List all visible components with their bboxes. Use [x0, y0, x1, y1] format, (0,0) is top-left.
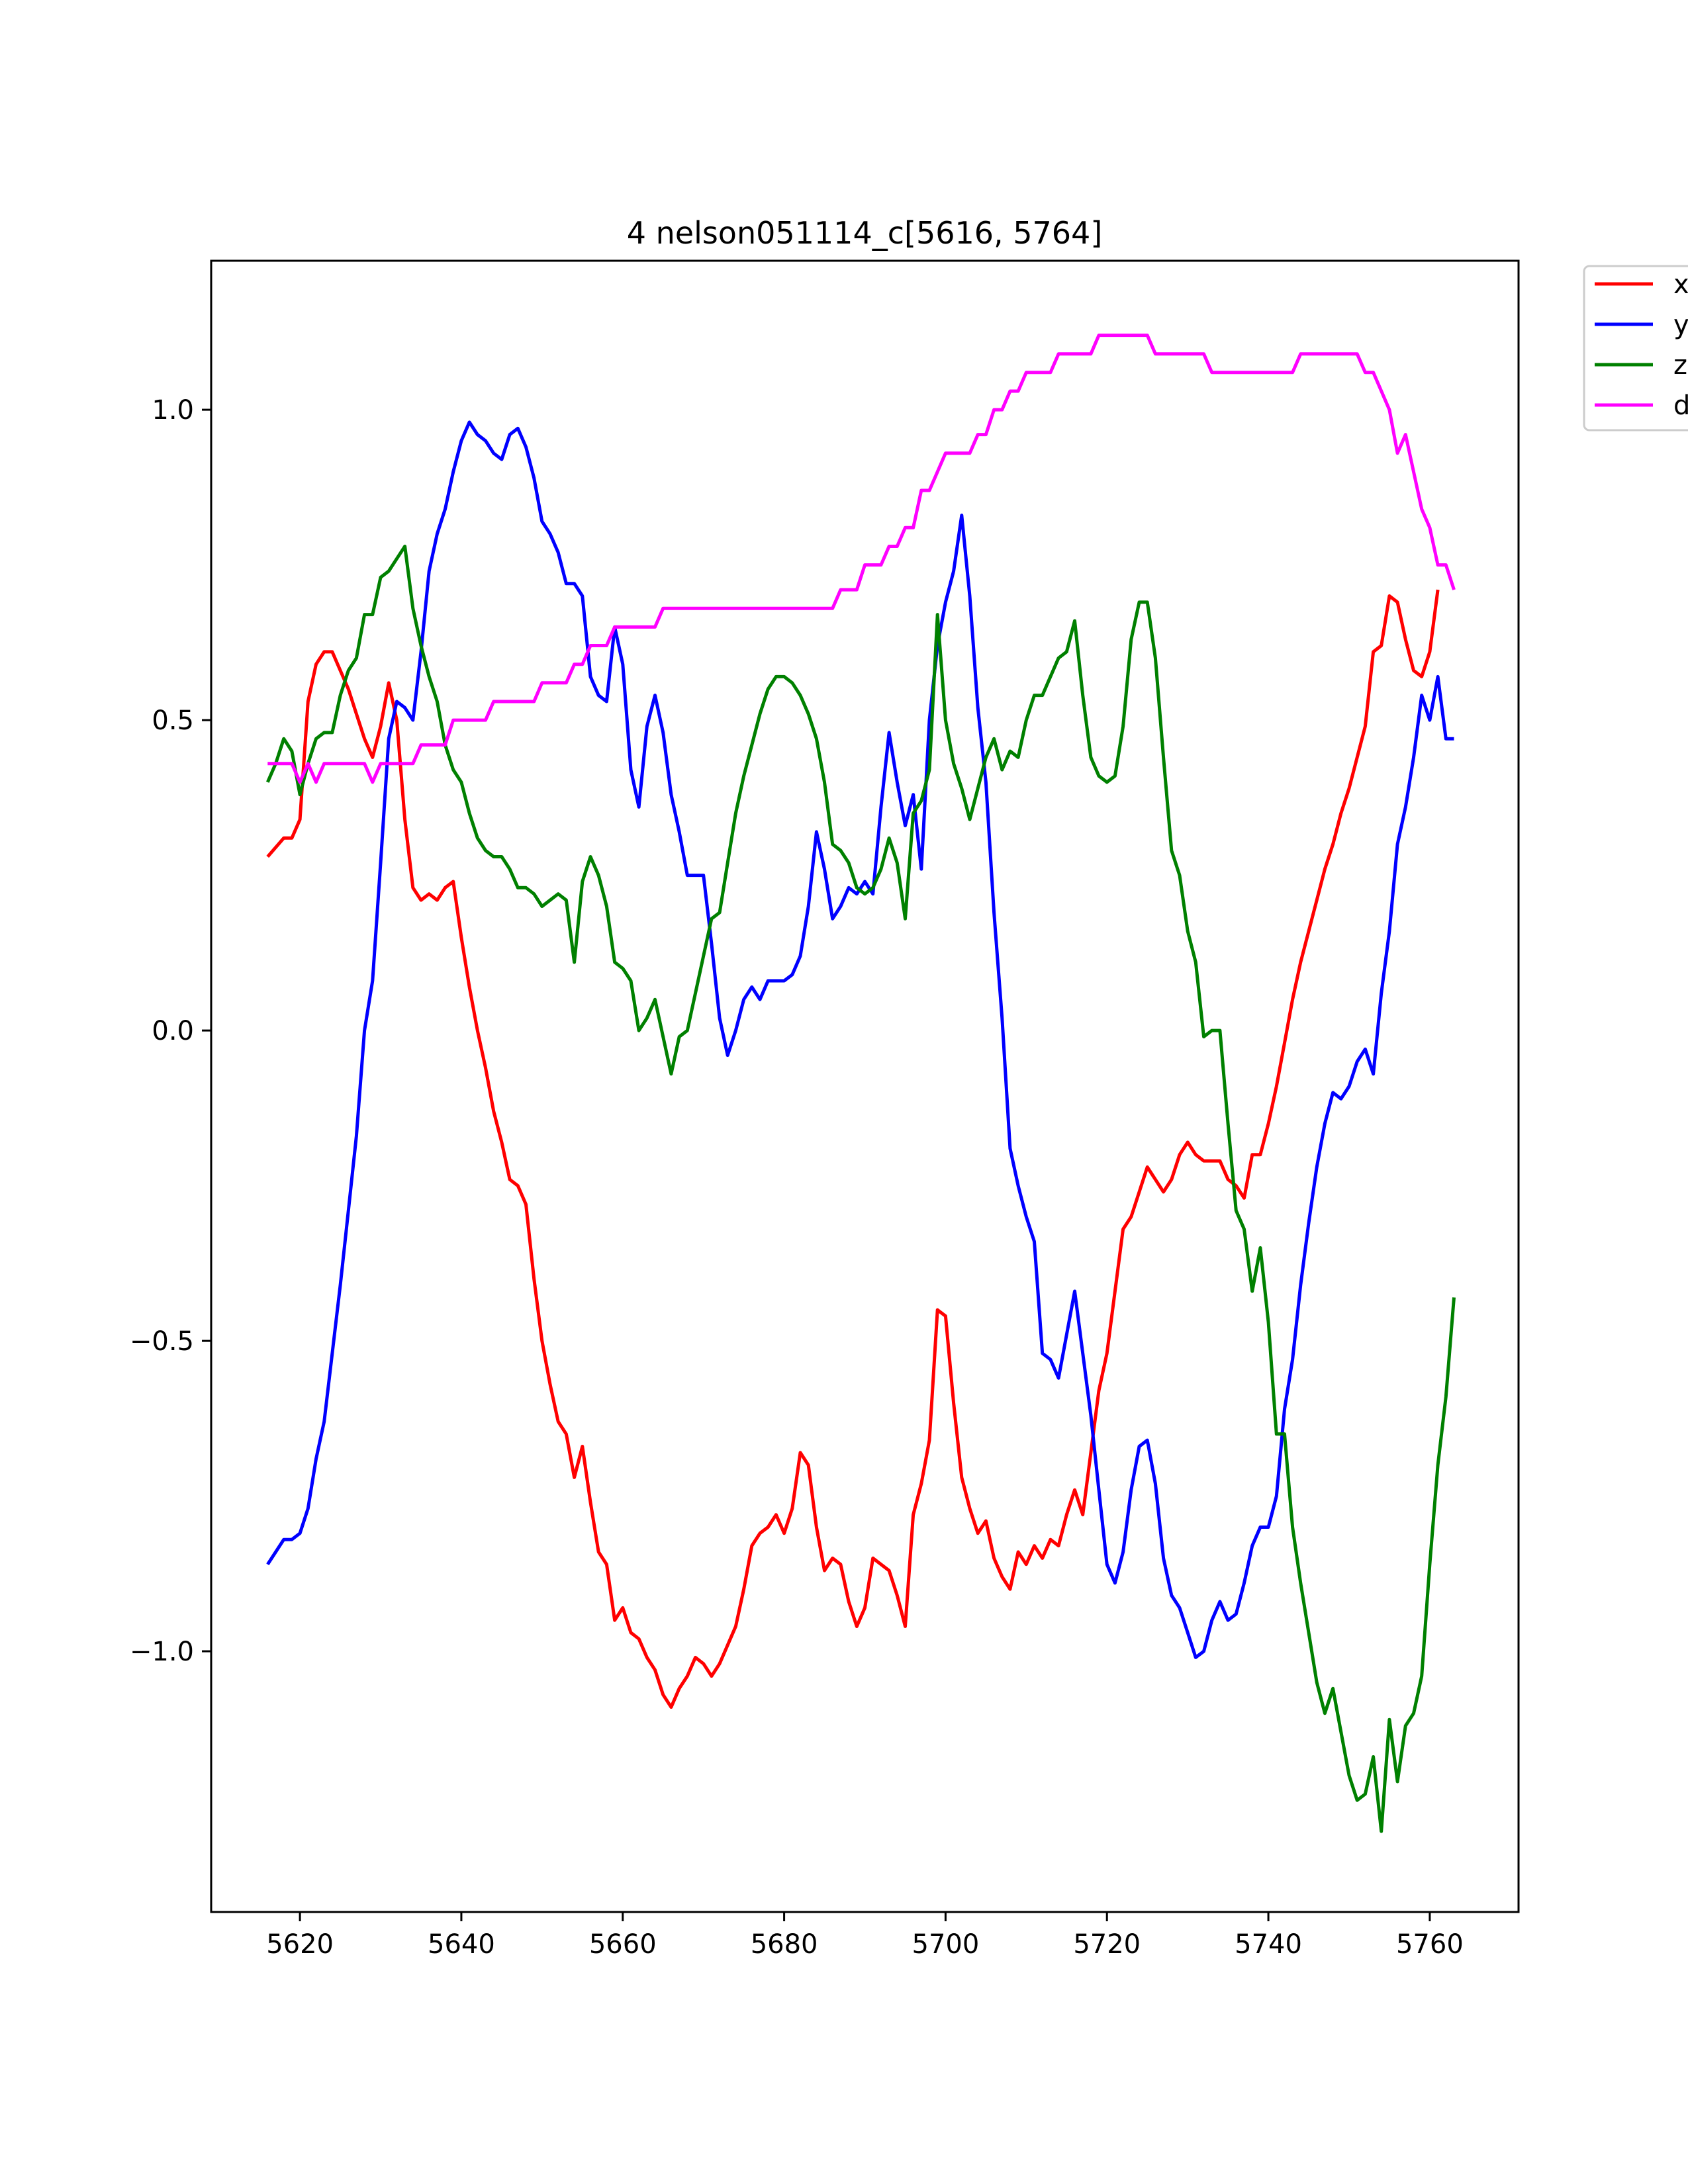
y-tick-label: −1.0 — [130, 1637, 194, 1667]
x-tick-label: 5620 — [266, 1929, 334, 1960]
series-lines — [266, 334, 1456, 1833]
x-tick-label: 5680 — [751, 1929, 818, 1960]
x-tick-label: 5760 — [1396, 1929, 1464, 1960]
series-line-d — [267, 334, 1456, 784]
y-tick-label: −0.5 — [130, 1326, 194, 1357]
legend-label-y: y — [1673, 310, 1688, 340]
plot-area-frame — [210, 259, 1520, 1913]
legend-label-x: x — [1673, 269, 1688, 300]
x-axis: 5620 5640 5660 5680 5700 5720 5740 5760 — [266, 1912, 1464, 1960]
y-tick-label: 0.0 — [152, 1016, 194, 1046]
x-tick-label: 5700 — [912, 1929, 980, 1960]
legend-label-d: d — [1673, 390, 1688, 421]
x-tick-label: 5740 — [1235, 1929, 1302, 1960]
series-line-z — [266, 545, 1456, 1833]
x-tick-label: 5720 — [1073, 1929, 1141, 1960]
x-tick-label: 5640 — [428, 1929, 495, 1960]
legend-box — [1583, 265, 1688, 432]
legend-label-z: z — [1673, 350, 1687, 381]
x-tick-label: 5660 — [589, 1929, 657, 1960]
y-tick-label: 1.0 — [152, 395, 194, 426]
y-axis: 1.0 0.5 0.0 −0.5 −1.0 — [130, 395, 211, 1667]
chart-title: 4 nelson051114_c[5616, 5764] — [627, 215, 1103, 251]
series-line-x — [266, 589, 1440, 1709]
y-tick-label: 0.5 — [152, 705, 194, 736]
series-line-y — [266, 420, 1454, 1659]
